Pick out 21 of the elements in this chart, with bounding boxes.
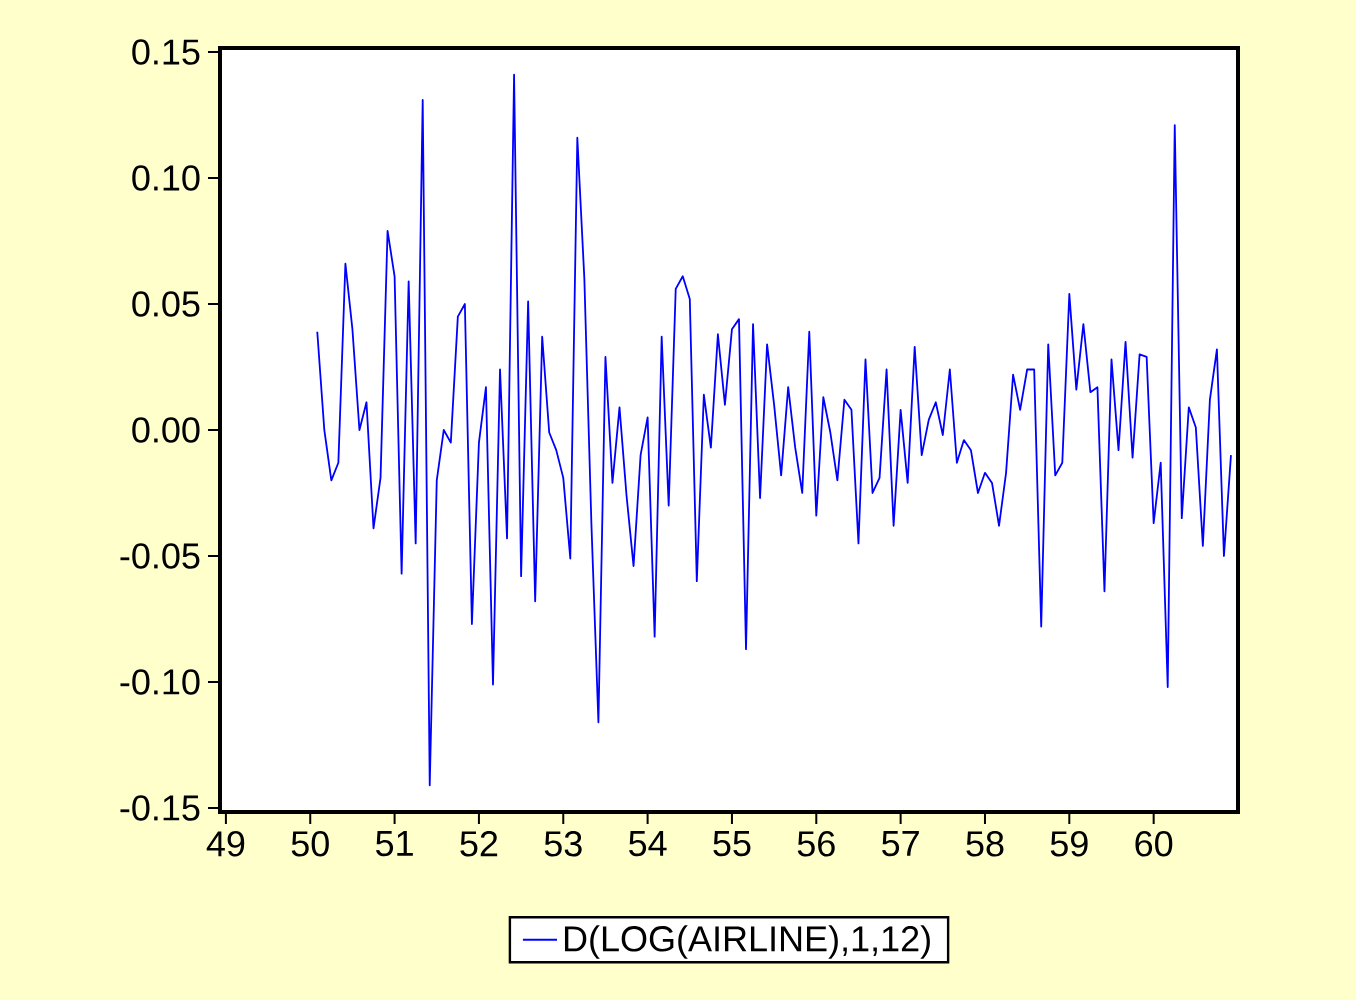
x-tick-label: 53 [544, 831, 582, 857]
x-tick-label: 51 [376, 831, 413, 857]
x-tick-label: 55 [713, 831, 751, 857]
x-tick-label: 52 [460, 831, 498, 857]
x-tick-label: 58 [966, 831, 1004, 857]
legend-label: D(LOG(AIRLINE),1,12) [564, 925, 930, 959]
x-tick-label: 60 [1135, 831, 1173, 857]
line-series [316, 73, 1232, 787]
x-tick-label: 56 [797, 831, 835, 857]
y-tick-label: -0.10 [120, 669, 200, 695]
x-tick-label: 50 [291, 831, 329, 857]
y-tick-label: 0.15 [132, 39, 200, 65]
y-tick-label: -0.15 [120, 795, 200, 821]
y-tick-label: 0.10 [132, 165, 200, 191]
x-tick-label: 59 [1050, 831, 1088, 857]
y-tick-label: -0.05 [120, 543, 200, 569]
y-tick-label: 0.05 [132, 291, 200, 317]
y-tick-label: 0.00 [132, 417, 200, 443]
x-tick-label: 57 [882, 831, 919, 857]
x-tick-label: 54 [629, 831, 667, 857]
x-tick-label: 49 [206, 831, 245, 857]
